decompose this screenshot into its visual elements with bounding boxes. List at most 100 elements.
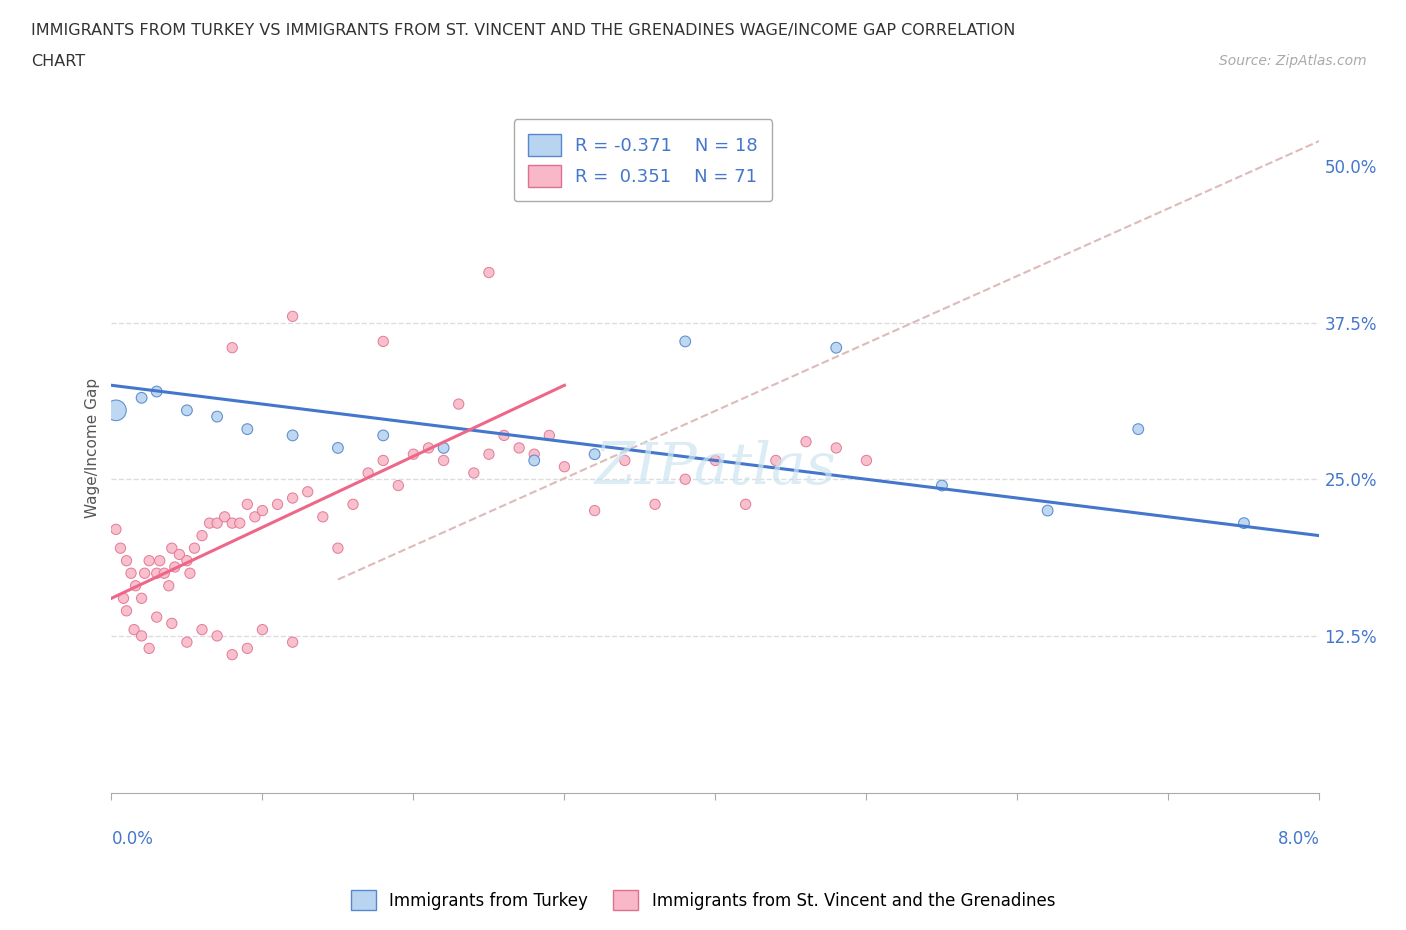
Point (463, 466, 485, 481)
Point (160, 616, 183, 631)
Point (252, 622, 274, 637)
Point (176, 634, 198, 649)
Point (221, 340, 243, 355)
Point (644, 497, 666, 512)
Text: 0.0%: 0.0% (111, 830, 153, 848)
Point (138, 641, 160, 656)
Point (523, 446, 546, 461)
Point (553, 459, 575, 474)
Point (191, 622, 214, 637)
Point (131, 629, 153, 644)
Point (538, 428, 561, 443)
Point (153, 565, 176, 580)
Point (149, 553, 172, 568)
Point (169, 547, 191, 562)
Point (122, 622, 145, 637)
Point (326, 540, 349, 555)
Point (373, 334, 395, 349)
Point (120, 565, 142, 580)
Point (157, 578, 180, 593)
Text: IMMIGRANTS FROM TURKEY VS IMMIGRANTS FROM ST. VINCENT AND THE GRENADINES WAGE/IN: IMMIGRANTS FROM TURKEY VS IMMIGRANTS FRO… (31, 23, 1015, 38)
Point (131, 391, 153, 405)
Point (179, 565, 201, 580)
Point (478, 446, 501, 461)
Point (794, 434, 817, 449)
Point (214, 510, 236, 525)
Point (229, 515, 252, 530)
Point (236, 497, 259, 512)
Point (312, 510, 335, 525)
Point (205, 515, 228, 530)
Point (734, 497, 756, 512)
Point (281, 491, 304, 506)
Point (191, 528, 214, 543)
Point (138, 553, 160, 568)
Point (1128, 421, 1150, 436)
Point (583, 446, 606, 461)
Point (176, 553, 198, 568)
Point (357, 466, 380, 481)
Point (402, 446, 425, 461)
Point (342, 497, 364, 512)
Text: Source: ZipAtlas.com: Source: ZipAtlas.com (1219, 54, 1367, 68)
Point (163, 560, 186, 575)
Point (433, 441, 456, 456)
Point (825, 441, 848, 456)
Point (523, 453, 546, 468)
Point (704, 453, 727, 468)
Point (145, 610, 167, 625)
Point (221, 515, 243, 530)
Point (281, 634, 304, 649)
Point (236, 641, 259, 656)
Point (373, 453, 395, 468)
Point (110, 540, 132, 555)
Point (508, 441, 530, 456)
Y-axis label: Wage/Income Gap: Wage/Income Gap (86, 378, 100, 518)
Point (252, 503, 274, 518)
Point (281, 428, 304, 443)
Point (176, 403, 198, 418)
Point (124, 578, 146, 593)
Point (236, 421, 259, 436)
Point (266, 497, 288, 512)
Legend: Immigrants from Turkey, Immigrants from St. Vincent and the Grenadines: Immigrants from Turkey, Immigrants from … (344, 884, 1062, 917)
Point (205, 409, 228, 424)
Point (145, 384, 167, 399)
Point (131, 591, 153, 605)
Text: ZIPatlas: ZIPatlas (595, 441, 837, 497)
Legend: R = -0.371    N = 18, R =  0.351    N = 71: R = -0.371 N = 18, R = 0.351 N = 71 (513, 119, 772, 201)
Point (855, 453, 877, 468)
Point (492, 428, 515, 443)
Point (1233, 515, 1256, 530)
Point (447, 396, 470, 411)
Point (478, 265, 501, 280)
Text: CHART: CHART (31, 54, 84, 69)
Point (115, 604, 138, 618)
Point (112, 591, 135, 605)
Point (583, 503, 606, 518)
Point (326, 441, 349, 456)
Point (145, 565, 167, 580)
Point (931, 478, 953, 493)
Point (104, 403, 127, 418)
Point (673, 334, 696, 349)
Point (297, 485, 319, 499)
Point (613, 453, 636, 468)
Point (433, 453, 456, 468)
Point (673, 472, 696, 486)
Point (825, 340, 848, 355)
Point (115, 553, 138, 568)
Point (134, 565, 156, 580)
Text: 8.0%: 8.0% (1278, 830, 1319, 848)
Point (198, 515, 221, 530)
Point (373, 428, 395, 443)
Point (183, 540, 205, 555)
Point (765, 453, 787, 468)
Point (160, 540, 183, 555)
Point (221, 647, 243, 662)
Point (205, 629, 228, 644)
Point (387, 478, 409, 493)
Point (1036, 503, 1059, 518)
Point (281, 309, 304, 324)
Point (104, 522, 127, 537)
